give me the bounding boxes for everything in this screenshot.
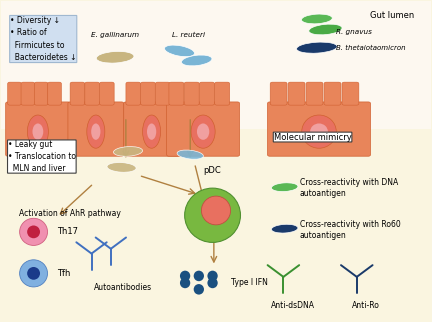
Ellipse shape	[207, 271, 218, 281]
Ellipse shape	[91, 123, 101, 140]
Text: Type I IFN: Type I IFN	[231, 279, 268, 288]
FancyBboxPatch shape	[306, 82, 323, 105]
Ellipse shape	[32, 123, 43, 140]
FancyBboxPatch shape	[99, 82, 114, 105]
Ellipse shape	[19, 218, 48, 245]
Ellipse shape	[207, 278, 218, 288]
FancyBboxPatch shape	[342, 82, 359, 105]
Text: R. gnavus: R. gnavus	[336, 29, 372, 35]
Ellipse shape	[194, 284, 204, 295]
Ellipse shape	[180, 271, 190, 281]
Text: E. gallinarum: E. gallinarum	[91, 32, 139, 38]
Text: Activation of AhR pathway: Activation of AhR pathway	[19, 209, 121, 218]
Ellipse shape	[271, 224, 298, 233]
Ellipse shape	[27, 267, 40, 280]
Text: Autoantibodies: Autoantibodies	[94, 283, 152, 292]
Ellipse shape	[87, 115, 105, 148]
Ellipse shape	[201, 196, 231, 225]
FancyBboxPatch shape	[184, 82, 199, 105]
FancyBboxPatch shape	[1, 1, 431, 129]
Text: Anti-Ro: Anti-Ro	[352, 301, 380, 310]
FancyBboxPatch shape	[200, 82, 214, 105]
FancyBboxPatch shape	[169, 82, 184, 105]
Ellipse shape	[296, 42, 337, 53]
FancyBboxPatch shape	[324, 82, 341, 105]
FancyBboxPatch shape	[288, 82, 305, 105]
FancyBboxPatch shape	[141, 82, 155, 105]
FancyBboxPatch shape	[48, 82, 61, 105]
Ellipse shape	[27, 225, 40, 238]
FancyBboxPatch shape	[124, 102, 180, 156]
FancyBboxPatch shape	[270, 82, 287, 105]
Ellipse shape	[181, 55, 212, 66]
Text: Tfh: Tfh	[57, 269, 70, 278]
Ellipse shape	[114, 147, 143, 156]
FancyBboxPatch shape	[126, 82, 140, 105]
Ellipse shape	[19, 260, 48, 287]
Ellipse shape	[191, 115, 215, 148]
FancyBboxPatch shape	[8, 82, 21, 105]
FancyBboxPatch shape	[167, 102, 240, 156]
Ellipse shape	[197, 123, 210, 140]
Ellipse shape	[302, 14, 332, 24]
FancyBboxPatch shape	[35, 82, 48, 105]
Text: Anti-dsDNA: Anti-dsDNA	[271, 301, 315, 310]
Ellipse shape	[27, 115, 48, 148]
FancyBboxPatch shape	[68, 102, 124, 156]
Text: L. reuteri: L. reuteri	[172, 32, 205, 38]
Text: Cross-reactivity with Ro60
autoantigen: Cross-reactivity with Ro60 autoantigen	[300, 220, 400, 240]
Ellipse shape	[180, 278, 190, 288]
Text: B. thetaiotaomicron: B. thetaiotaomicron	[336, 45, 406, 51]
Ellipse shape	[302, 115, 336, 148]
Ellipse shape	[184, 188, 241, 242]
Text: Cross-reactivity with DNA
autoantigen: Cross-reactivity with DNA autoantigen	[300, 178, 398, 198]
FancyBboxPatch shape	[21, 82, 35, 105]
FancyBboxPatch shape	[267, 102, 371, 156]
FancyBboxPatch shape	[85, 82, 99, 105]
FancyBboxPatch shape	[215, 82, 230, 105]
Text: • Diversity ↓
• Ratio of
  Firmicutes to
  Bacteroidetes ↓: • Diversity ↓ • Ratio of Firmicutes to B…	[10, 16, 76, 62]
FancyBboxPatch shape	[70, 82, 85, 105]
Ellipse shape	[310, 123, 328, 140]
FancyBboxPatch shape	[6, 102, 70, 156]
Ellipse shape	[271, 183, 298, 192]
Ellipse shape	[309, 24, 342, 35]
FancyBboxPatch shape	[156, 82, 170, 105]
Ellipse shape	[107, 163, 136, 172]
Text: Molecular mimicry: Molecular mimicry	[274, 133, 352, 142]
Text: Th17: Th17	[57, 227, 78, 236]
Text: Gut lumen: Gut lumen	[370, 11, 414, 20]
Ellipse shape	[143, 115, 161, 148]
Ellipse shape	[96, 52, 134, 63]
Text: pDC: pDC	[204, 166, 222, 175]
Ellipse shape	[177, 150, 203, 159]
Ellipse shape	[194, 271, 204, 281]
Ellipse shape	[147, 123, 156, 140]
Text: • Leaky gut
• Translocation to
  MLN and liver: • Leaky gut • Translocation to MLN and l…	[8, 140, 76, 173]
Ellipse shape	[165, 45, 194, 57]
